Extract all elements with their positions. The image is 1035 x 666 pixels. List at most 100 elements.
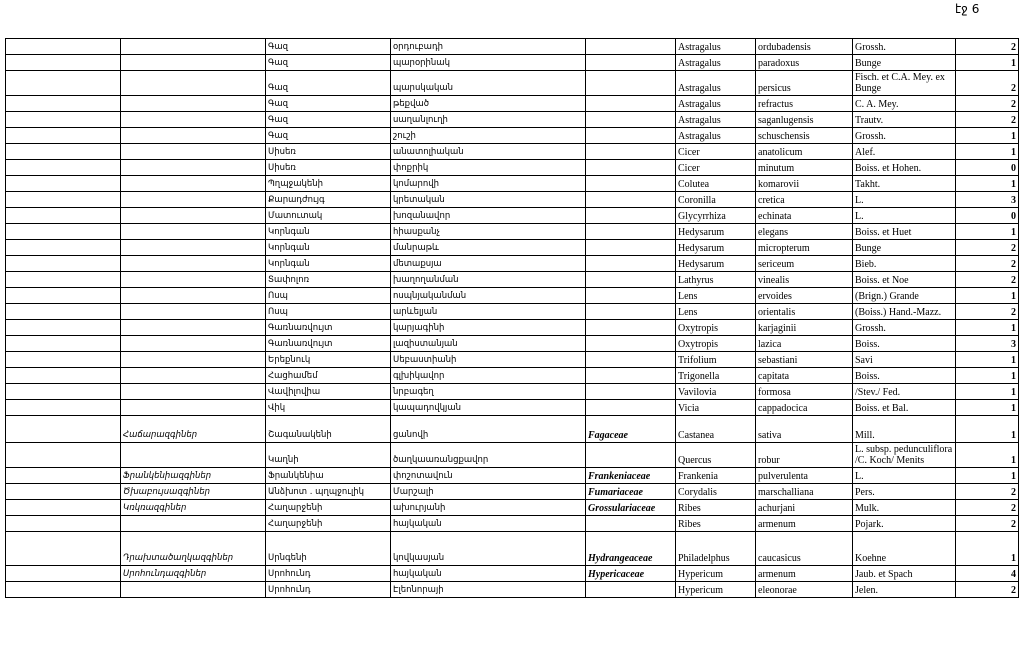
- blank-cell: [5, 351, 121, 368]
- genus-armenian-cell: Անձխոտ . պղպջուլիկ: [265, 483, 391, 500]
- genus-cell: Cicer: [675, 143, 756, 160]
- author-cell: Boiss.: [852, 367, 956, 384]
- genus-cell: Lens: [675, 287, 756, 304]
- species-armenian-cell: ախուրյանի: [390, 499, 586, 516]
- blank-cell: [5, 467, 121, 484]
- genus-cell: Astragalus: [675, 38, 756, 55]
- genus-cell: Hedysarum: [675, 239, 756, 256]
- author-cell: L.: [852, 467, 956, 484]
- table-row: Ոսպ ոսպնյականման Lens ervoides (Brign.) Gran…: [5, 287, 1019, 304]
- family-latin-cell: [585, 383, 676, 400]
- author-cell: Jelen.: [852, 581, 956, 598]
- genus-armenian-cell: Մատուտակ: [265, 207, 391, 224]
- family-armenian-cell: [120, 95, 266, 112]
- table-row: Կռկռազգիներ Հաղարջենի ախուրյանի Grossularia…: [5, 499, 1019, 516]
- species-cell: formosa: [755, 383, 853, 400]
- species-cell: marschalliana: [755, 483, 853, 500]
- table-row: Քարադժույգ կրետական Coronilla cretica L. 3: [5, 191, 1019, 208]
- family-armenian-cell: [120, 319, 266, 336]
- author-cell: Jaub. et Spach: [852, 565, 956, 582]
- count-cell: 2: [955, 70, 1019, 96]
- author-cell: Bieb.: [852, 255, 956, 272]
- species-cell: schuschensis: [755, 127, 853, 144]
- blank-cell: [5, 271, 121, 288]
- author-cell: Koehne: [852, 531, 956, 566]
- family-armenian-cell: [120, 255, 266, 272]
- genus-armenian-cell: Գառնառվույտ: [265, 335, 391, 352]
- species-armenian-cell: արևելյան: [390, 303, 586, 320]
- family-armenian-cell: [120, 287, 266, 304]
- family-armenian-cell: Կռկռազգիներ: [120, 499, 266, 516]
- count-cell: 1: [955, 383, 1019, 400]
- table-row: Կորնգան մետաքսյա Hedysarum sericeum Bieb. 2: [5, 255, 1019, 272]
- table-row: Գազ պարօրինակ Astragalus paradoxus Bunge 1: [5, 54, 1019, 71]
- table-row: Հացհամեմ գլխիկավոր Trigonella capitata Boiss…: [5, 367, 1019, 384]
- genus-armenian-cell: Վավիլովիա: [265, 383, 391, 400]
- genus-cell: Hypericum: [675, 581, 756, 598]
- genus-cell: Castanea: [675, 415, 756, 443]
- genus-armenian-cell: Սրոհունդ: [265, 581, 391, 598]
- genus-cell: Trigonella: [675, 367, 756, 384]
- blank-cell: [5, 111, 121, 128]
- genus-armenian-cell: Սիսեռ: [265, 143, 391, 160]
- genus-armenian-cell: Ոսպ: [265, 303, 391, 320]
- family-armenian-cell: [120, 38, 266, 55]
- count-cell: 3: [955, 191, 1019, 208]
- table-row: Սրոհունդ Էլեոնորայի Hypericum eleonorae Jele…: [5, 581, 1019, 598]
- family-armenian-cell: [120, 515, 266, 532]
- blank-cell: [5, 143, 121, 160]
- count-cell: 2: [955, 499, 1019, 516]
- count-cell: 4: [955, 565, 1019, 582]
- family-latin-cell: [585, 515, 676, 532]
- genus-armenian-cell: Կորնգան: [265, 223, 391, 240]
- family-armenian-cell: [120, 399, 266, 416]
- genus-armenian-cell: Կորնգան: [265, 239, 391, 256]
- blank-cell: [5, 442, 121, 468]
- author-cell: L.: [852, 191, 956, 208]
- family-latin-cell: Hypericaceae: [585, 565, 676, 582]
- genus-armenian-cell: Գազ: [265, 70, 391, 96]
- table-row: Սիսեռ փոքրիկ Cicer minutum Boiss. et Hohen. 0: [5, 159, 1019, 176]
- family-armenian-cell: [120, 127, 266, 144]
- species-cell: persicus: [755, 70, 853, 96]
- family-armenian-cell: Դրախտածաղկազգիներ: [120, 531, 266, 566]
- blank-cell: [5, 367, 121, 384]
- table-row: Կորնգան հիասքանչ Hedysarum elegans Boiss. et…: [5, 223, 1019, 240]
- species-cell: saganlugensis: [755, 111, 853, 128]
- species-cell: micropterum: [755, 239, 853, 256]
- species-table: Գազ օրդուբադի Astragalus ordubadensis Grossh…: [5, 38, 1019, 598]
- genus-armenian-cell: Քարադժույգ: [265, 191, 391, 208]
- species-armenian-cell: կոմարովի: [390, 175, 586, 192]
- family-latin-cell: [585, 38, 676, 55]
- author-cell: Pers.: [852, 483, 956, 500]
- species-cell: refractus: [755, 95, 853, 112]
- genus-armenian-cell: Սրնգենի: [265, 531, 391, 566]
- table-row: Գազ սաղանլուղի Astragalus saganlugensis Trau…: [5, 111, 1019, 128]
- blank-cell: [5, 159, 121, 176]
- genus-cell: Hedysarum: [675, 223, 756, 240]
- family-latin-cell: [585, 287, 676, 304]
- genus-armenian-cell: Հացհամեմ: [265, 367, 391, 384]
- genus-armenian-cell: Ֆրանկենիա: [265, 467, 391, 484]
- count-cell: 1: [955, 442, 1019, 468]
- table-row: Հաճարազգիներ Շագանակենի ցանովի Fagaceae Cast…: [5, 415, 1019, 443]
- count-cell: 1: [955, 127, 1019, 144]
- family-armenian-cell: [120, 159, 266, 176]
- genus-cell: Vavilovia: [675, 383, 756, 400]
- family-latin-cell: Fumariaceae: [585, 483, 676, 500]
- family-latin-cell: [585, 70, 676, 96]
- author-cell: Boiss. et Noe: [852, 271, 956, 288]
- genus-cell: Cicer: [675, 159, 756, 176]
- author-cell: Alef.: [852, 143, 956, 160]
- genus-cell: Colutea: [675, 175, 756, 192]
- genus-cell: Philadelphus: [675, 531, 756, 566]
- blank-cell: [5, 383, 121, 400]
- author-cell: Savi: [852, 351, 956, 368]
- species-armenian-cell: շուշի: [390, 127, 586, 144]
- table-row: Ֆրանկենիազգիներ Ֆրանկենիա փոշոտավուն Franke…: [5, 467, 1019, 484]
- author-cell: Pojark.: [852, 515, 956, 532]
- count-cell: 1: [955, 415, 1019, 443]
- blank-cell: [5, 319, 121, 336]
- species-armenian-cell: սաղանլուղի: [390, 111, 586, 128]
- genus-cell: Hedysarum: [675, 255, 756, 272]
